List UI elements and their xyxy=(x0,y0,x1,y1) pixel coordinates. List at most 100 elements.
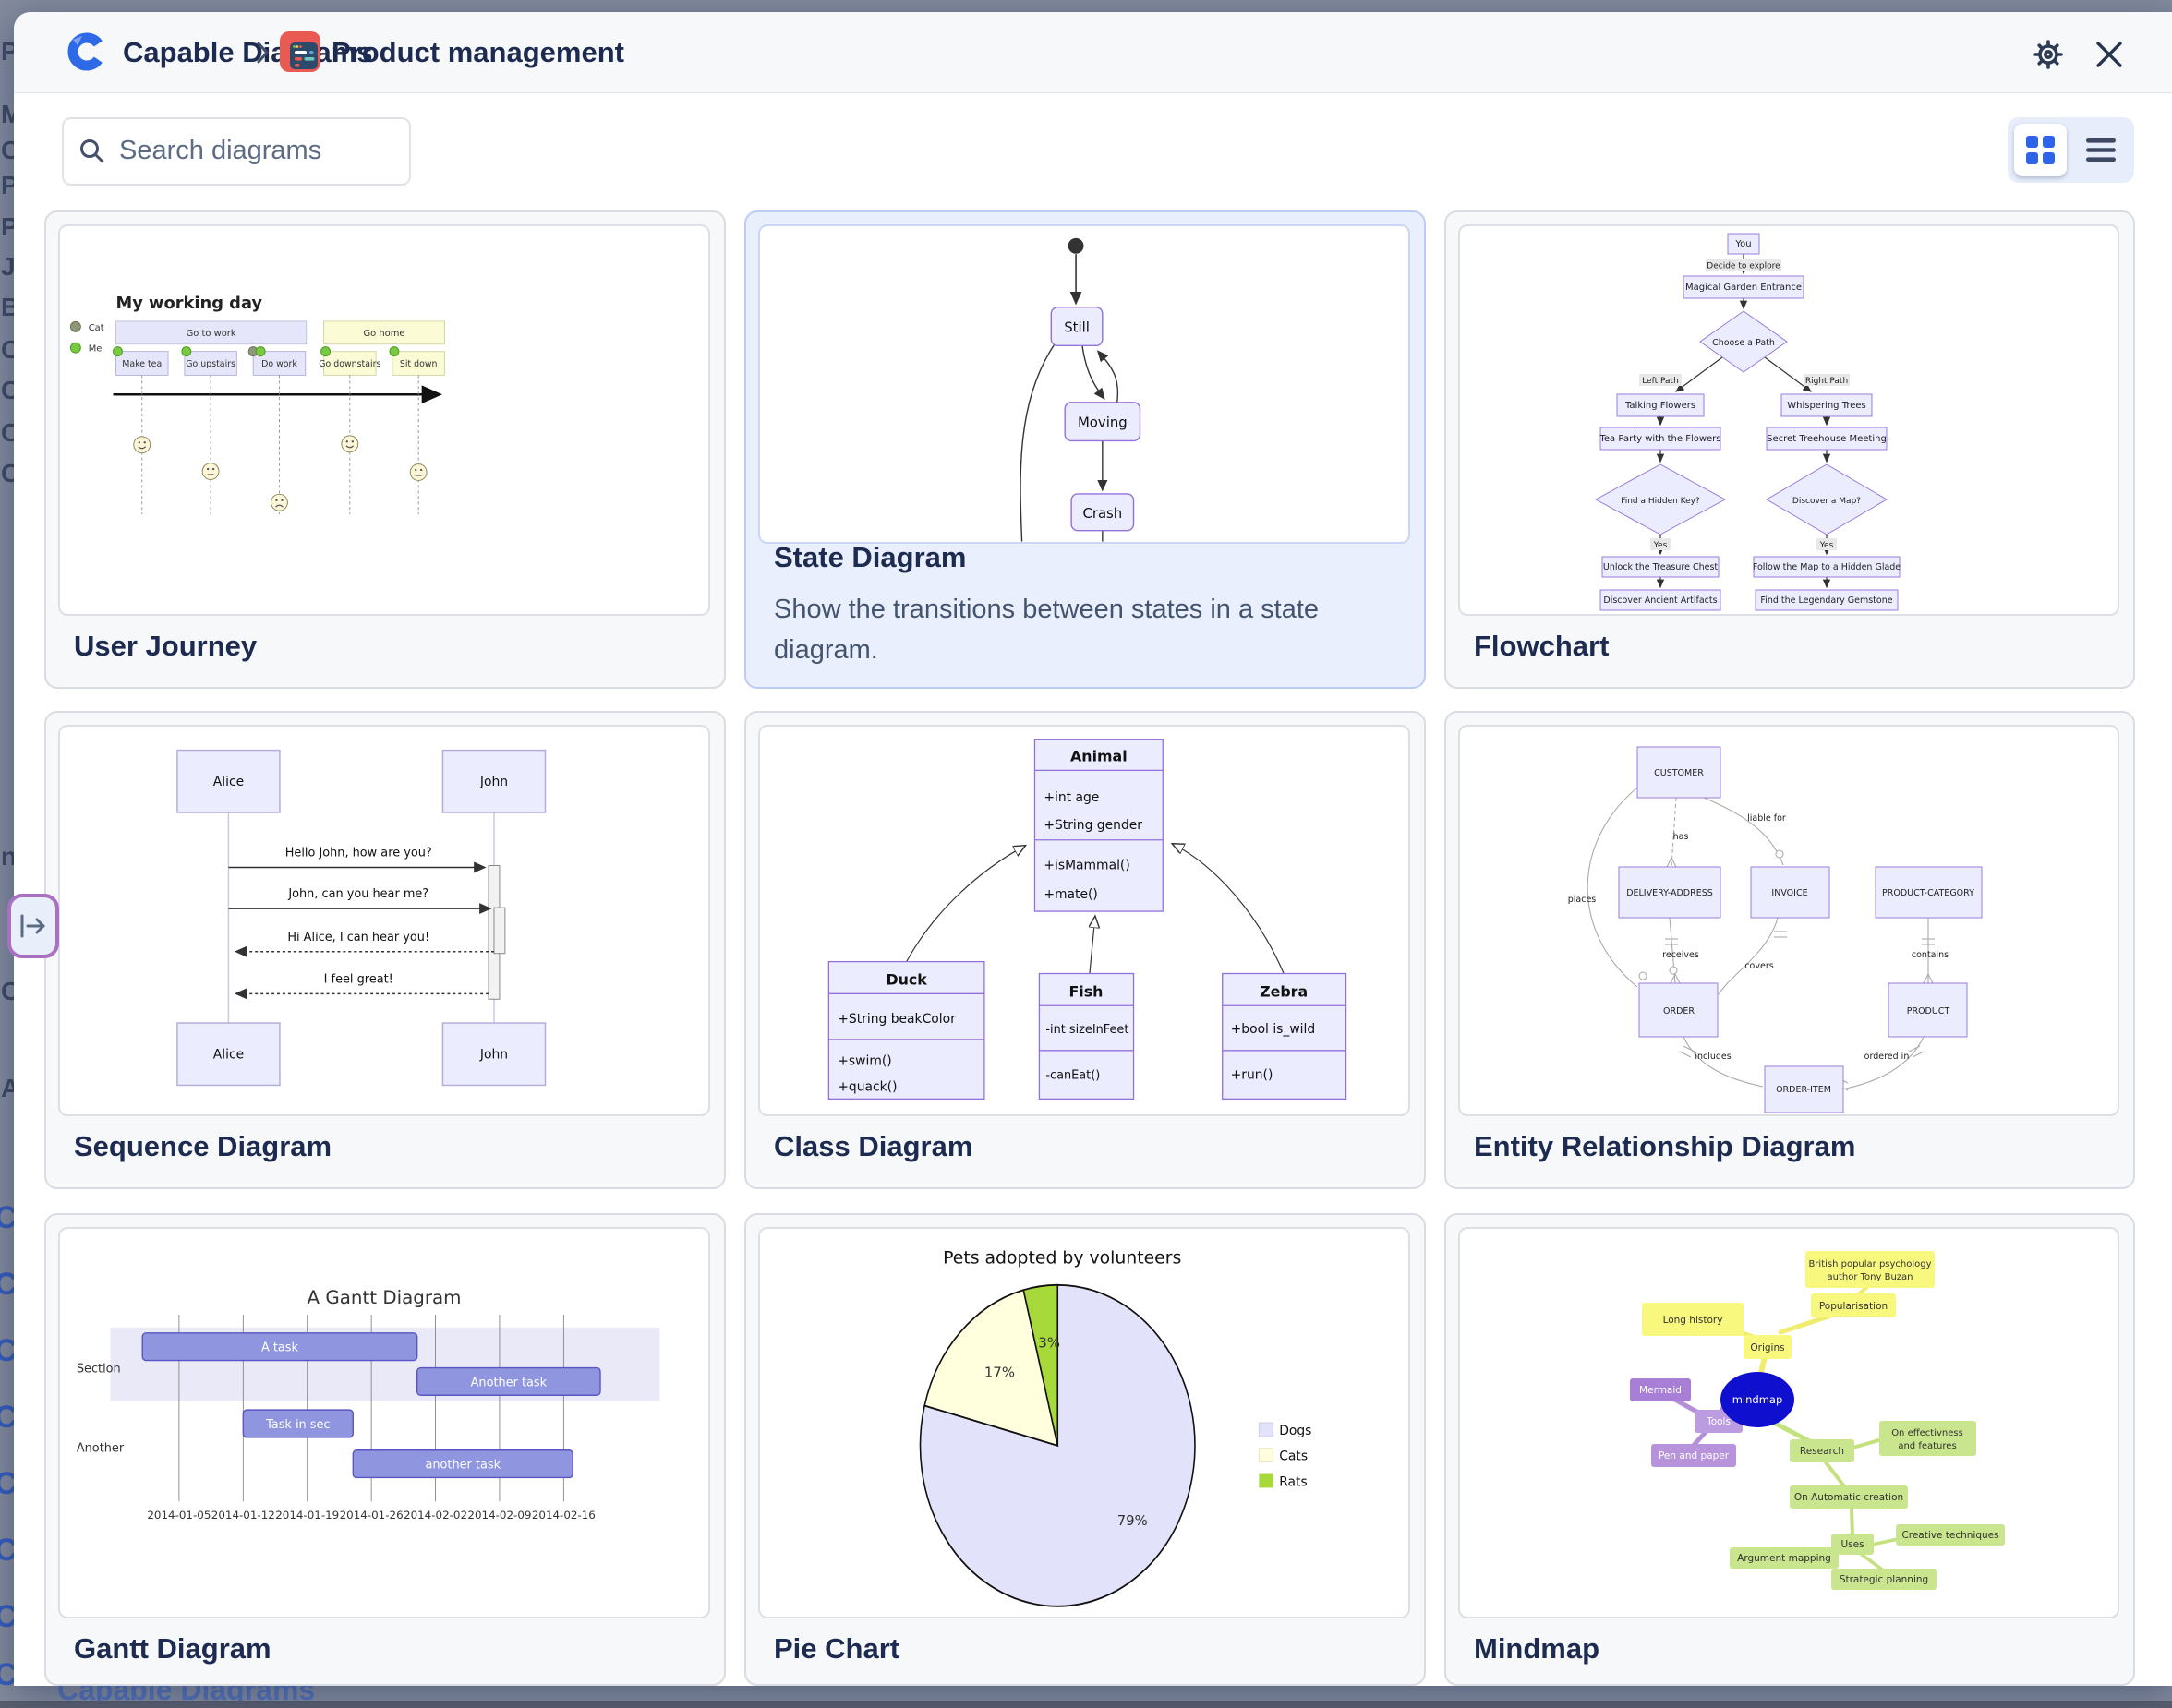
svg-text:Hi Alice, I can hear you!: Hi Alice, I can hear you! xyxy=(287,931,429,944)
template-card-pie-chart[interactable]: Pets adopted by volunteers 79% 17% 3% Do… xyxy=(744,1213,1426,1686)
svg-text:Find a Hidden Key?: Find a Hidden Key? xyxy=(1621,497,1700,506)
svg-text:Make tea: Make tea xyxy=(122,359,162,369)
svg-text:Creative techniques: Creative techniques xyxy=(1901,1530,1998,1541)
modal-header: Capable Diagrams Product management xyxy=(14,12,2172,93)
gear-icon xyxy=(2033,40,2063,69)
svg-text:Crash: Crash xyxy=(1082,505,1122,522)
svg-text:2014-01-26: 2014-01-26 xyxy=(340,1509,404,1522)
svg-text:Duck: Duck xyxy=(886,970,927,988)
grid-view-icon xyxy=(2026,136,2055,164)
svg-text:On effectivness: On effectivness xyxy=(1891,1428,1963,1438)
background-logo-icon: C xyxy=(0,1533,14,1568)
template-card-flowchart[interactable]: You Decide to explore Magical Garden Ent… xyxy=(1444,210,2135,689)
background-text: M xyxy=(1,100,14,128)
svg-text:+mate(): +mate() xyxy=(1044,887,1097,902)
view-toggle xyxy=(2008,117,2134,183)
svg-text:includes: includes xyxy=(1695,1052,1731,1062)
background-logo-icon: C xyxy=(0,1657,14,1692)
pie-chart-preview: Pets adopted by volunteers 79% 17% 3% Do… xyxy=(758,1227,1410,1618)
svg-text:CUSTOMER: CUSTOMER xyxy=(1654,768,1704,778)
svg-text:Pen and paper: Pen and paper xyxy=(1659,1450,1730,1461)
search-field-wrapper xyxy=(62,117,411,186)
smiley-sad-icon xyxy=(271,493,288,511)
svg-text:Secret Treehouse Meeting: Secret Treehouse Meeting xyxy=(1767,434,1887,444)
background-text: By xyxy=(1,293,14,321)
background-text: O xyxy=(1,418,14,447)
svg-text:Cat: Cat xyxy=(89,323,104,333)
search-icon xyxy=(80,139,104,163)
svg-text:ORDER-ITEM: ORDER-ITEM xyxy=(1776,1085,1831,1095)
svg-text:Discover a Map?: Discover a Map? xyxy=(1792,497,1861,506)
svg-text:2014-02-16: 2014-02-16 xyxy=(532,1509,596,1522)
svg-text:Sit down: Sit down xyxy=(400,359,438,369)
svg-text:On Automatic creation: On Automatic creation xyxy=(1794,1492,1903,1503)
sidebar-expand-handle[interactable] xyxy=(7,894,59,958)
svg-text:PRODUCT: PRODUCT xyxy=(1907,1006,1950,1016)
list-view-icon xyxy=(2085,138,2116,162)
svg-text:+String beakColor: +String beakColor xyxy=(838,1012,956,1027)
svg-text:Section: Section xyxy=(77,1362,121,1376)
svg-text:+int age: +int age xyxy=(1044,790,1099,805)
svg-text:Task in sec: Task in sec xyxy=(265,1418,330,1432)
svg-text:Go upstairs: Go upstairs xyxy=(186,359,235,369)
background-text: Pr xyxy=(1,212,14,241)
pie-legend: Dogs Cats Rats xyxy=(1258,1422,1311,1489)
close-button[interactable] xyxy=(2089,34,2130,75)
template-card-erd[interactable]: CUSTOMER DELIVERY-ADDRESS INVOICE PRODUC… xyxy=(1444,711,2135,1189)
background-logo-icon: C xyxy=(0,1333,14,1368)
card-title: User Journey xyxy=(74,630,258,662)
svg-text:+quack(): +quack() xyxy=(838,1079,897,1094)
svg-text:Go to work: Go to work xyxy=(187,329,236,339)
svg-text:Go downstairs: Go downstairs xyxy=(319,359,380,369)
svg-text:DELIVERY-ADDRESS: DELIVERY-ADDRESS xyxy=(1626,888,1713,898)
svg-text:Long history: Long history xyxy=(1663,1315,1723,1326)
svg-text:2014-01-19: 2014-01-19 xyxy=(275,1509,339,1522)
background-text: Cl xyxy=(1,136,14,164)
svg-text:Decide to explore: Decide to explore xyxy=(1707,262,1780,271)
template-card-mindmap[interactable]: British popular psychology author Tony B… xyxy=(1444,1213,2135,1686)
svg-text:Alice: Alice xyxy=(213,1048,244,1063)
svg-text:Unlock the Treasure Chest: Unlock the Treasure Chest xyxy=(1603,562,1719,572)
card-title: Flowchart xyxy=(1474,630,1610,662)
svg-text:+isMammal(): +isMammal() xyxy=(1044,858,1129,872)
svg-text:Go home: Go home xyxy=(364,329,405,339)
svg-text:Follow the Map to a Hidden Gla: Follow the Map to a Hidden Glade xyxy=(1753,562,1900,572)
template-card-state-diagram[interactable]: Still Moving Crash State Diagram Show th… xyxy=(744,210,1426,689)
smiley-happy-icon xyxy=(341,435,359,453)
template-card-gantt[interactable]: A Gantt Diagram Section Another A task A xyxy=(44,1213,726,1686)
card-title: State Diagram xyxy=(774,541,967,573)
svg-text:Me: Me xyxy=(89,344,103,355)
search-input[interactable] xyxy=(117,119,398,182)
svg-text:Do work: Do work xyxy=(261,359,297,369)
svg-text:3%: 3% xyxy=(1038,1335,1060,1352)
class-diagram: Animal +int age +String gender +isMammal… xyxy=(827,739,1347,1100)
user-journey-diagram: My working day Cat Me Go to work Go home… xyxy=(69,294,445,515)
entity-relationship-diagram: CUSTOMER DELIVERY-ADDRESS INVOICE PRODUC… xyxy=(1568,746,1983,1113)
svg-text:Still: Still xyxy=(1064,319,1090,335)
svg-text:79%: 79% xyxy=(1117,1512,1148,1529)
background-logo-icon: C xyxy=(0,1200,14,1235)
svg-text:Talking Flowers: Talking Flowers xyxy=(1624,401,1695,411)
svg-text:Pets adopted by volunteers: Pets adopted by volunteers xyxy=(943,1248,1181,1268)
list-view-button[interactable] xyxy=(2074,124,2127,176)
card-title: Pie Chart xyxy=(774,1632,900,1665)
svg-text:Another task: Another task xyxy=(471,1376,548,1389)
class-diagram-preview: Animal +int age +String gender +isMammal… xyxy=(758,725,1410,1116)
close-icon xyxy=(2096,42,2122,67)
svg-text:Choose a Path: Choose a Path xyxy=(1712,338,1775,348)
smiley-neutral-icon xyxy=(409,463,428,481)
svg-text:You: You xyxy=(1734,239,1751,249)
svg-text:Another: Another xyxy=(77,1442,125,1456)
svg-text:Magical Garden Entrance: Magical Garden Entrance xyxy=(1685,283,1802,293)
breadcrumb-app-name[interactable]: Capable Diagrams xyxy=(123,36,373,68)
template-card-class-diagram[interactable]: Animal +int age +String gender +isMammal… xyxy=(744,711,1426,1189)
svg-text:Hello John, how are you?: Hello John, how are you? xyxy=(285,847,432,860)
template-card-sequence-diagram[interactable]: Alice John Hello John, how are you? John… xyxy=(44,711,726,1189)
background-text: n xyxy=(1,842,14,871)
svg-text:Alice: Alice xyxy=(213,775,244,789)
svg-text:Animal: Animal xyxy=(1070,747,1128,764)
settings-button[interactable] xyxy=(2028,34,2069,75)
template-card-user-journey[interactable]: My working day Cat Me Go to work Go home… xyxy=(44,210,726,689)
grid-view-button[interactable] xyxy=(2014,124,2067,176)
background-text: Ca xyxy=(1,376,14,404)
